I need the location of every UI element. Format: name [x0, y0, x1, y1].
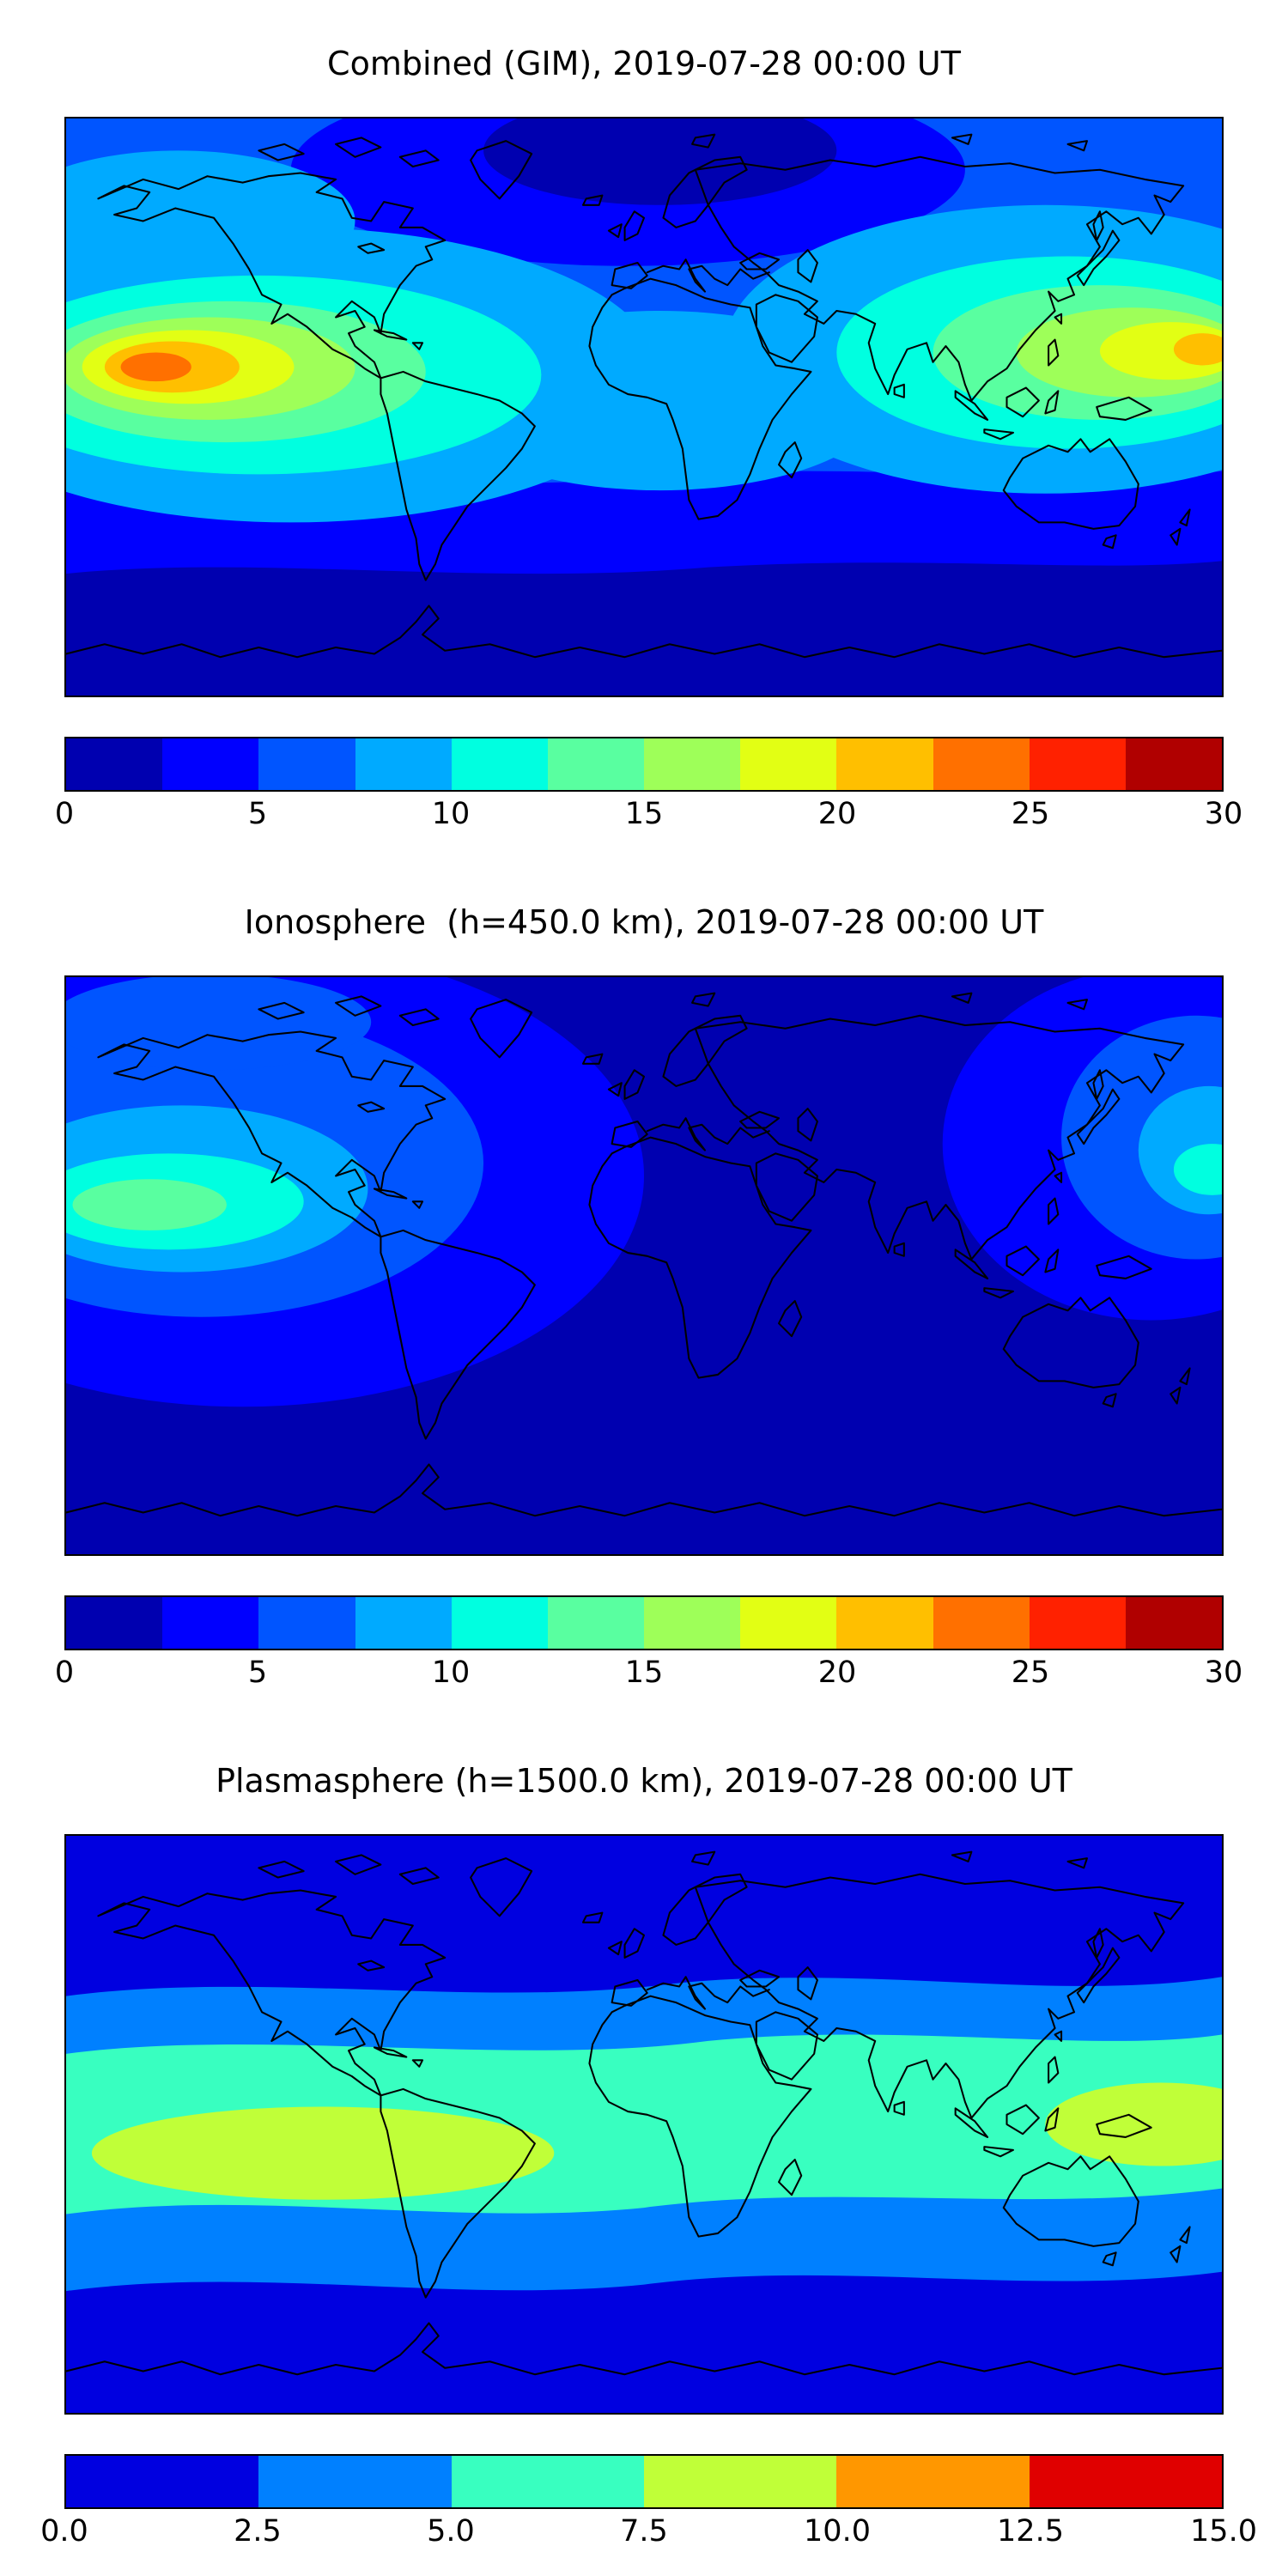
- colorbar-segment: [836, 1597, 933, 1649]
- colorbar-strip: [64, 737, 1224, 792]
- panel-ionosphere: Ionosphere (h=450.0 km), 2019-07-28 00:0…: [0, 859, 1288, 1717]
- colorbar-tick-label: 10.0: [804, 2514, 871, 2549]
- colorbar-tick-label: 25: [1011, 1656, 1050, 1690]
- colorbar-tick-label: 0: [54, 797, 75, 831]
- colorbar-segment: [451, 2456, 644, 2507]
- colorbar-ionosphere: 0 5 10 15 20 25 30: [55, 1595, 1242, 1695]
- map-svg-ionosphere: [66, 977, 1222, 1554]
- colorbar-tick-label: 10: [431, 1656, 471, 1690]
- colorbar-segment: [933, 1597, 1030, 1649]
- colorbar-ticks: 0 5 10 15 20 25 30: [55, 1656, 1242, 1695]
- colorbar-tick-label: 15: [624, 797, 664, 831]
- colorbar-segment: [66, 738, 163, 790]
- colorbar-tick-label: 20: [817, 797, 857, 831]
- colorbar-segment: [740, 738, 837, 790]
- colorbar-segment: [1029, 1597, 1126, 1649]
- colorbar-segment: [451, 738, 548, 790]
- colorbar-tick-label: 0.0: [40, 2514, 88, 2549]
- tec-field-bands: [66, 977, 1222, 1554]
- colorbar-segment: [1029, 738, 1126, 790]
- colorbar-segment: [740, 1597, 837, 1649]
- colorbar-segment: [1125, 1597, 1223, 1649]
- panel-title-plasmasphere: Plasmasphere (h=1500.0 km), 2019-07-28 0…: [216, 1762, 1072, 1800]
- colorbar-segment: [66, 2456, 259, 2507]
- colorbar-tick-label: 5: [247, 1656, 268, 1690]
- colorbar-segment: [547, 738, 645, 790]
- colorbar-segment: [258, 2456, 452, 2507]
- panel-title-ionosphere: Ionosphere (h=450.0 km), 2019-07-28 00:0…: [244, 903, 1044, 941]
- colorbar-segment: [258, 1597, 355, 1649]
- colorbar-segment: [836, 2456, 1030, 2507]
- panel-plasmasphere: Plasmasphere (h=1500.0 km), 2019-07-28 0…: [0, 1717, 1288, 2576]
- colorbar-segment: [547, 1597, 645, 1649]
- colorbar-tick-label: 20: [817, 1656, 857, 1690]
- panel-title-combined: Combined (GIM), 2019-07-28 00:00 UT: [327, 45, 961, 82]
- colorbar-tick-label: 5.0: [427, 2514, 475, 2549]
- colorbar-segment: [1125, 738, 1223, 790]
- colorbar-tick-label: 12.5: [997, 2514, 1064, 2549]
- tec-field-bands: [66, 118, 1222, 696]
- panel-combined-gim: Combined (GIM), 2019-07-28 00:00 UT: [0, 0, 1288, 859]
- map-ionosphere: [64, 975, 1224, 1556]
- colorbar-strip: [64, 2454, 1224, 2509]
- colorbar-tick-label: 30: [1204, 1656, 1243, 1690]
- colorbar-tick-label: 2.5: [234, 2514, 282, 2549]
- colorbar-segment: [162, 738, 259, 790]
- colorbar-strip: [64, 1595, 1224, 1650]
- colorbar-segment: [644, 1597, 741, 1649]
- colorbar-ticks: 0 5 10 15 20 25 30: [55, 797, 1242, 836]
- colorbar-combined: 0 5 10 15 20 25 30: [55, 737, 1242, 836]
- colorbar-tick-label: 0: [54, 1656, 75, 1690]
- colorbar-segment: [355, 1597, 452, 1649]
- map-combined-gim: [64, 117, 1224, 697]
- colorbar-segment: [933, 738, 1030, 790]
- colorbar-segment: [836, 738, 933, 790]
- colorbar-segment: [643, 2456, 837, 2507]
- colorbar-segment: [451, 1597, 548, 1649]
- tec-field-bands: [66, 1836, 1222, 2413]
- colorbar-tick-label: 5: [247, 797, 268, 831]
- colorbar-segment: [644, 738, 741, 790]
- colorbar-tick-label: 7.5: [620, 2514, 668, 2549]
- colorbar-tick-label: 15: [624, 1656, 664, 1690]
- colorbar-segment: [162, 1597, 259, 1649]
- colorbar-tick-label: 25: [1011, 797, 1050, 831]
- colorbar-tick-label: 30: [1204, 797, 1243, 831]
- colorbar-tick-label: 15.0: [1190, 2514, 1257, 2549]
- colorbar-tick-label: 10: [431, 797, 471, 831]
- map-svg-plasmasphere: [66, 1836, 1222, 2413]
- colorbar-segment: [355, 738, 452, 790]
- map-plasmasphere: [64, 1834, 1224, 2415]
- colorbar-segment: [1029, 2456, 1222, 2507]
- map-svg-combined: [66, 118, 1222, 696]
- colorbar-segment: [258, 738, 355, 790]
- colorbar-ticks: 0.0 2.5 5.0 7.5 10.0 12.5 15.0: [40, 2514, 1257, 2554]
- colorbar-plasmasphere: 0.0 2.5 5.0 7.5 10.0 12.5 15.0: [40, 2454, 1257, 2554]
- colorbar-segment: [66, 1597, 163, 1649]
